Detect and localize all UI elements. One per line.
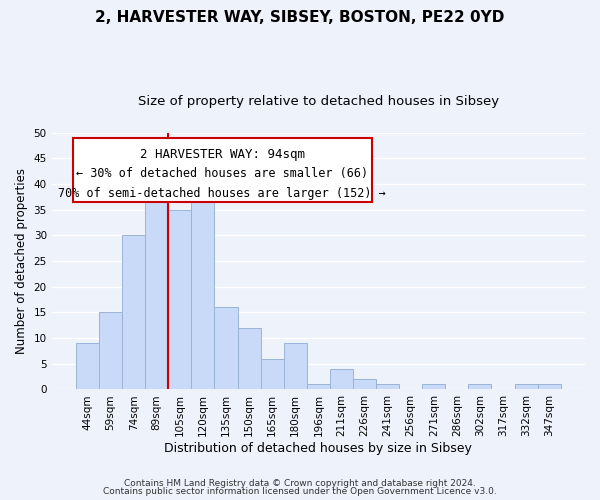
Bar xyxy=(260,358,284,390)
X-axis label: Distribution of detached houses by size in Sibsey: Distribution of detached houses by size … xyxy=(164,442,472,455)
Text: 2 HARVESTER WAY: 94sqm: 2 HARVESTER WAY: 94sqm xyxy=(140,148,305,161)
Bar xyxy=(422,384,445,390)
Text: 2, HARVESTER WAY, SIBSEY, BOSTON, PE22 0YD: 2, HARVESTER WAY, SIBSEY, BOSTON, PE22 0… xyxy=(95,10,505,25)
Bar xyxy=(145,194,168,390)
Bar xyxy=(538,384,561,390)
Bar xyxy=(353,379,376,390)
Bar xyxy=(284,344,307,390)
Text: Contains public sector information licensed under the Open Government Licence v3: Contains public sector information licen… xyxy=(103,487,497,496)
Bar xyxy=(330,369,353,390)
Y-axis label: Number of detached properties: Number of detached properties xyxy=(15,168,28,354)
Bar xyxy=(469,384,491,390)
Bar xyxy=(122,236,145,390)
Bar xyxy=(191,200,214,390)
Bar xyxy=(376,384,399,390)
Bar xyxy=(307,384,330,390)
Bar xyxy=(99,312,122,390)
Text: Contains HM Land Registry data © Crown copyright and database right 2024.: Contains HM Land Registry data © Crown c… xyxy=(124,478,476,488)
Bar xyxy=(238,328,260,390)
Text: ← 30% of detached houses are smaller (66): ← 30% of detached houses are smaller (66… xyxy=(76,168,368,180)
Bar xyxy=(76,344,99,390)
Bar xyxy=(515,384,538,390)
Text: 70% of semi-detached houses are larger (152) →: 70% of semi-detached houses are larger (… xyxy=(58,186,386,200)
Bar xyxy=(214,308,238,390)
FancyBboxPatch shape xyxy=(73,138,371,202)
Bar xyxy=(168,210,191,390)
Title: Size of property relative to detached houses in Sibsey: Size of property relative to detached ho… xyxy=(138,95,499,108)
